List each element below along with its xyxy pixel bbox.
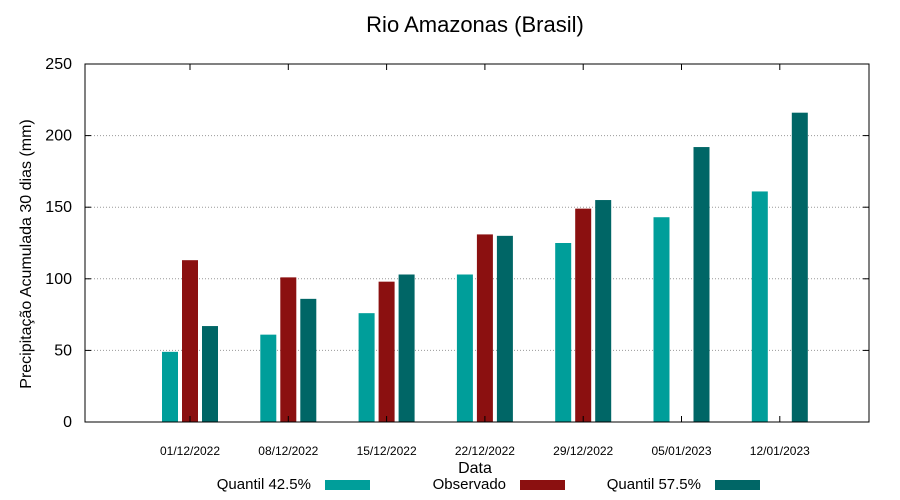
- bar-quantil-42-5: [260, 334, 277, 422]
- legend-swatch: [520, 480, 565, 490]
- legend: Quantil 42.5% Observado Quantil 57.5%: [217, 476, 760, 493]
- bar-observado: [575, 208, 592, 422]
- bar-quantil-57-5: [202, 326, 218, 422]
- bar-quantil-42-5: [358, 313, 375, 422]
- bar-quantil-42-5: [456, 274, 473, 422]
- bars-layer: [162, 112, 808, 423]
- y-axis-label: Precipitação Acumulada 30 dias (mm): [18, 119, 35, 388]
- y-tick-label: 200: [45, 128, 72, 145]
- legend-swatch: [715, 480, 760, 490]
- bar-quantil-57-5: [791, 112, 808, 423]
- y-tick-label: 250: [45, 56, 72, 73]
- chart-title: Rio Amazonas (Brasil): [366, 12, 584, 37]
- bar-quantil-57-5: [693, 147, 710, 422]
- x-tick-label: 15/12/2022: [357, 444, 417, 458]
- y-tick-label: 100: [45, 271, 72, 288]
- bar-observado: [378, 281, 395, 422]
- x-tick-label: 29/12/2022: [553, 444, 613, 458]
- legend-label: Observado: [433, 476, 506, 493]
- legend-swatch: [325, 480, 370, 490]
- bar-observado: [280, 277, 297, 422]
- legend-label: Quantil 57.5%: [607, 476, 701, 493]
- bar-observado: [182, 260, 198, 422]
- bar-quantil-57-5: [398, 274, 415, 422]
- x-axis-label: Data: [458, 460, 492, 477]
- bar-quantil-57-5: [300, 298, 317, 422]
- x-tick-label: 05/01/2023: [651, 444, 711, 458]
- x-tick-label: 08/12/2022: [258, 444, 318, 458]
- bar-quantil-42-5: [653, 217, 670, 422]
- plot-frame: [84, 63, 870, 423]
- bar-quantil-42-5: [162, 351, 178, 422]
- x-tick-label: 12/01/2023: [750, 444, 810, 458]
- bar-observado: [476, 234, 493, 422]
- bar-quantil-57-5: [595, 200, 612, 422]
- bar-quantil-57-5: [496, 235, 513, 422]
- legend-label: Quantil 42.5%: [217, 476, 311, 493]
- y-tick-label: 0: [63, 414, 72, 431]
- x-tick-label: 01/12/2022: [160, 444, 220, 458]
- y-axis-ticks: 0 50 100 150 200 250: [45, 56, 869, 431]
- x-tick-label: 22/12/2022: [455, 444, 515, 458]
- x-axis-ticks: 01/12/2022 08/12/2022 15/12/2022 22/12/2022…: [160, 64, 810, 458]
- bar-quantil-42-5: [555, 243, 572, 422]
- y-tick-label: 150: [45, 199, 72, 216]
- y-tick-label: 50: [54, 342, 72, 359]
- bar-quantil-42-5: [751, 191, 768, 422]
